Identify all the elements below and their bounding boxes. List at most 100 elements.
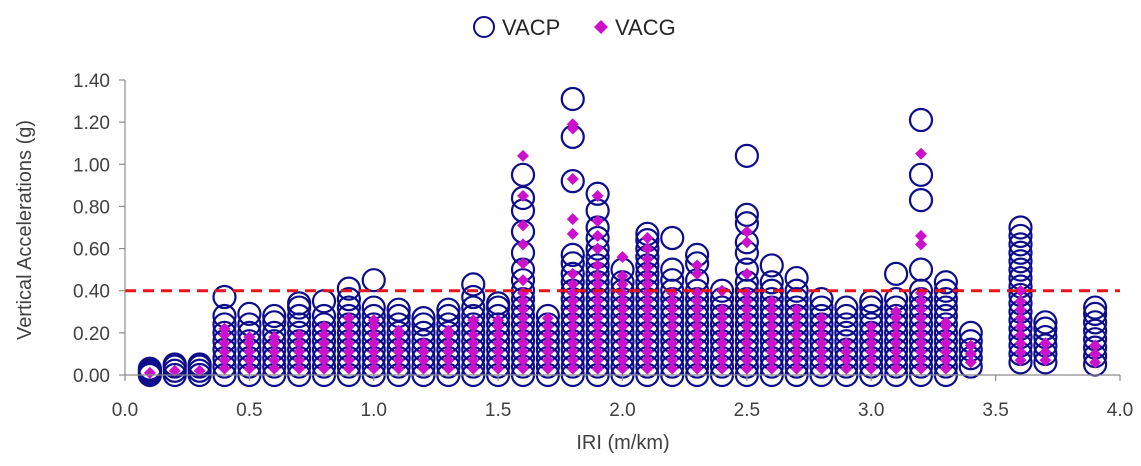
vacg-point bbox=[591, 345, 604, 358]
vacg-point bbox=[890, 337, 903, 350]
vacg-point bbox=[740, 320, 753, 333]
vacg-point bbox=[492, 328, 505, 341]
vacg-point bbox=[566, 320, 579, 333]
x-tick-label: 3.0 bbox=[858, 400, 884, 421]
vacg-point bbox=[566, 337, 579, 350]
vacg-point bbox=[616, 312, 629, 325]
vacg-point bbox=[541, 320, 554, 333]
x-tick-label: 1.5 bbox=[485, 400, 511, 421]
vacp-point bbox=[834, 312, 859, 337]
vacg-point bbox=[566, 345, 579, 358]
vacg-point bbox=[616, 328, 629, 341]
vacp-point bbox=[336, 276, 361, 301]
vacg-point bbox=[517, 274, 529, 287]
vacg-point bbox=[1089, 356, 1102, 369]
vacg-point bbox=[915, 345, 927, 358]
vacg-point bbox=[964, 339, 977, 352]
vacg-point bbox=[591, 259, 604, 272]
vacg-point bbox=[342, 328, 355, 341]
vacg-point bbox=[666, 354, 679, 367]
legend: VACP VACG bbox=[473, 15, 676, 40]
vacp-point bbox=[336, 287, 361, 312]
vacg-point bbox=[865, 320, 878, 333]
vacg-point bbox=[964, 356, 977, 369]
vacg-point bbox=[392, 337, 405, 350]
vacg-point bbox=[218, 328, 231, 341]
vacg-point bbox=[939, 362, 952, 375]
vacg-point bbox=[716, 362, 728, 375]
vacg-point bbox=[790, 362, 803, 375]
vacp-point bbox=[908, 107, 934, 133]
vacg-point bbox=[616, 320, 629, 333]
vacg-point bbox=[1039, 345, 1052, 358]
vacg-point bbox=[342, 320, 355, 333]
vacg-point bbox=[666, 312, 679, 325]
legend-label-vacp: VACP bbox=[502, 15, 560, 40]
vacp-point bbox=[908, 257, 934, 282]
vacg-point bbox=[591, 303, 604, 316]
vacp-point bbox=[734, 143, 759, 168]
vacg-point bbox=[1014, 328, 1027, 341]
vacp-point bbox=[933, 287, 958, 312]
vacg-point bbox=[666, 328, 679, 341]
vacg-point bbox=[417, 345, 430, 358]
vacg-point bbox=[890, 345, 903, 358]
vacp-point bbox=[1008, 240, 1033, 265]
vacg-point bbox=[641, 303, 654, 316]
vacg-point bbox=[616, 345, 629, 358]
vacg-point bbox=[616, 278, 629, 291]
y-axis-title: Vertical Accelerations (g) bbox=[14, 120, 36, 340]
vacg-point bbox=[740, 267, 753, 280]
vacg-point bbox=[691, 286, 704, 299]
vacg-point bbox=[591, 312, 604, 325]
legend-marker-vacg bbox=[594, 20, 608, 34]
vacg-point bbox=[790, 337, 803, 350]
vacp-point bbox=[1083, 295, 1108, 320]
vacp-point bbox=[834, 295, 859, 320]
vacg-point bbox=[218, 354, 231, 367]
vacg-point bbox=[815, 345, 828, 358]
vacg-point bbox=[840, 362, 853, 375]
vacg-point bbox=[716, 354, 728, 367]
vacg-point bbox=[691, 362, 704, 375]
vacg-point bbox=[616, 269, 629, 282]
vacg-point bbox=[641, 261, 654, 274]
vacg-point bbox=[268, 331, 281, 344]
vacg-point bbox=[641, 320, 654, 333]
vacg-point bbox=[367, 320, 380, 333]
vacg-point bbox=[666, 303, 679, 316]
vacg-point bbox=[790, 312, 803, 325]
vacg-point bbox=[541, 312, 554, 325]
vacp-point bbox=[386, 297, 411, 322]
vacg-point bbox=[467, 320, 480, 333]
vacg-point bbox=[865, 362, 878, 375]
vacp-point bbox=[510, 162, 536, 187]
vacg-point bbox=[442, 337, 455, 350]
vacg-point bbox=[1089, 339, 1102, 352]
vacg-point bbox=[517, 238, 529, 251]
vacg-point bbox=[293, 354, 306, 367]
vacp-point bbox=[933, 270, 958, 295]
vacg-point bbox=[666, 295, 679, 308]
vacg-point bbox=[591, 320, 604, 333]
vacg-point bbox=[616, 337, 629, 350]
vacg-point bbox=[815, 312, 828, 325]
vacg-point bbox=[293, 328, 306, 341]
x-tick-label: 0.0 bbox=[112, 400, 138, 421]
vacg-point bbox=[641, 328, 654, 341]
vacg-point bbox=[517, 362, 529, 375]
vacg-point bbox=[392, 324, 405, 337]
vacg-point bbox=[492, 354, 505, 367]
vacg-point bbox=[790, 354, 803, 367]
vacg-point bbox=[641, 242, 654, 255]
vacg-point bbox=[865, 345, 878, 358]
vacg-point bbox=[840, 354, 853, 367]
vacg-point bbox=[467, 328, 480, 341]
vacg-point bbox=[367, 362, 380, 375]
vacg-point bbox=[765, 295, 778, 308]
vacg-point bbox=[1089, 347, 1102, 360]
vacg-point bbox=[541, 362, 554, 375]
vacg-point bbox=[268, 362, 281, 375]
vacp-point bbox=[287, 303, 312, 329]
